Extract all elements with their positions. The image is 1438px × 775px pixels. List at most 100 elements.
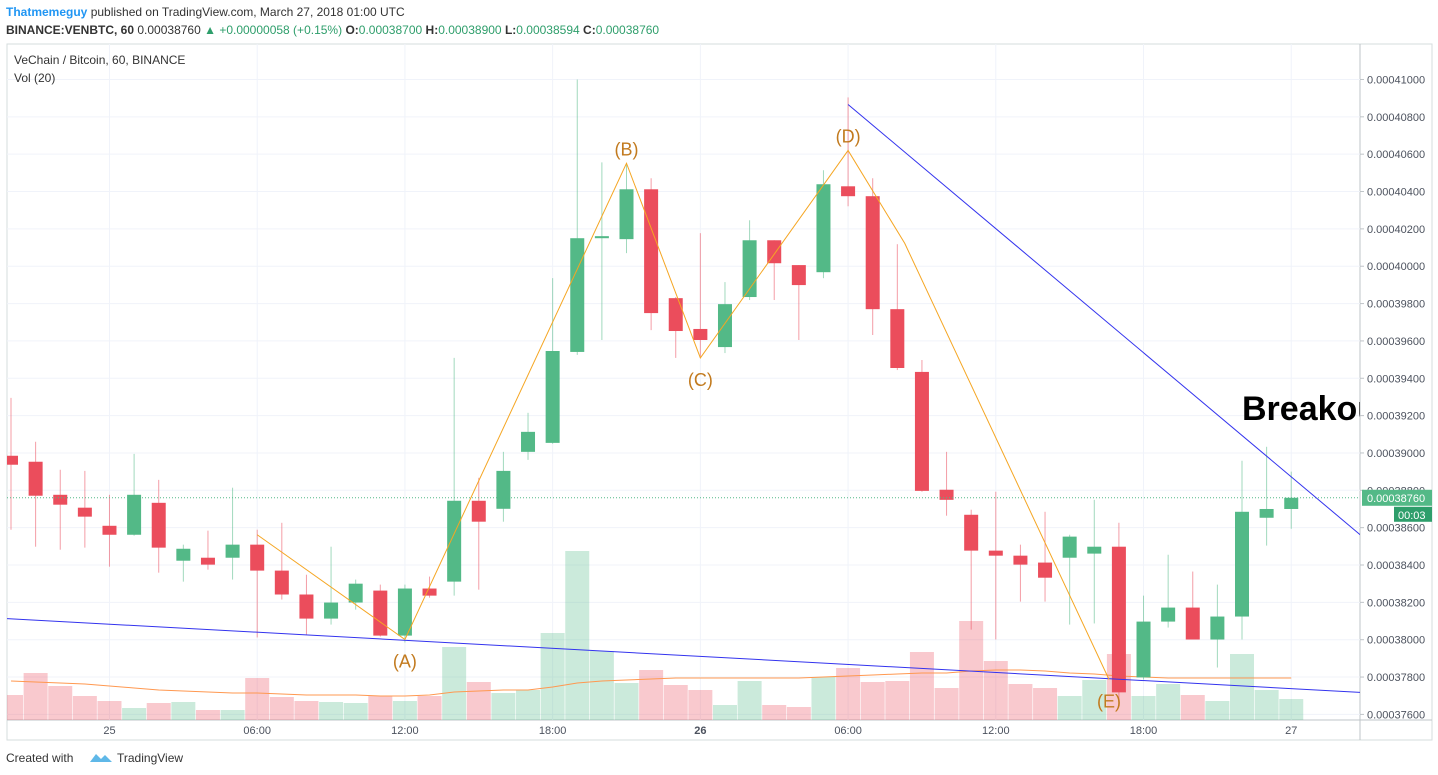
x-tick-label: 12:00 <box>982 725 1010 737</box>
o-label: O: <box>345 23 358 37</box>
candle-body <box>151 502 166 548</box>
candle-body <box>7 455 18 465</box>
volume-bar <box>195 710 220 720</box>
candle-body <box>127 494 142 535</box>
candle-body <box>496 470 511 509</box>
volume-bar <box>97 701 122 720</box>
volume-bar <box>1254 690 1279 720</box>
volume-bar <box>737 681 762 720</box>
candle-body <box>939 489 954 500</box>
x-tick-label: 27 <box>1285 725 1297 737</box>
chart-frame <box>6 43 1433 741</box>
wave-label: (C) <box>688 370 713 390</box>
last-price-label: 0.00038760 <box>1367 493 1425 505</box>
y-tick-label: 0.00037600 <box>1367 709 1425 721</box>
volume-bar <box>589 651 614 720</box>
grid <box>7 44 1360 720</box>
candle-body <box>471 500 486 522</box>
y-tick-label: 0.00038400 <box>1367 560 1425 572</box>
candle-body <box>1210 616 1225 640</box>
y-tick-label: 0.00039800 <box>1367 299 1425 311</box>
candle-body <box>1136 621 1151 678</box>
volume-bar <box>417 696 442 720</box>
x-tick-label: 18:00 <box>539 725 567 737</box>
volume-bar <box>72 696 97 720</box>
candle-body <box>1013 555 1028 565</box>
y-tick-label: 0.00038200 <box>1367 597 1425 609</box>
countdown-label: 00:03 <box>1398 510 1426 522</box>
candle-body <box>521 431 536 452</box>
volume-bar <box>565 551 590 720</box>
volume-bar <box>343 703 368 720</box>
volume-bar <box>786 707 811 720</box>
symbol: BINANCE:VENBTC, 60 <box>6 23 134 37</box>
candle-body <box>717 304 732 348</box>
volume-bar <box>934 688 959 720</box>
volume-bar <box>885 681 910 720</box>
y-tick-label: 0.00040200 <box>1367 224 1425 236</box>
o-value: 0.00038700 <box>359 23 423 37</box>
y-tick-label: 0.00038000 <box>1367 635 1425 647</box>
volume-bar <box>269 697 294 720</box>
volume-bar <box>48 686 73 720</box>
footer-logo <box>90 754 112 762</box>
volume-bar <box>663 685 688 720</box>
volume-bar <box>1230 654 1254 720</box>
c-label: C: <box>583 23 596 37</box>
candle-body <box>1185 607 1200 640</box>
volume-bar <box>23 673 48 720</box>
candle-body <box>988 550 1003 556</box>
volume-bar <box>1131 696 1156 720</box>
last-price-badge <box>1362 489 1432 506</box>
volume-bar <box>491 693 516 720</box>
candle-body <box>791 265 806 286</box>
volume-bar <box>1156 684 1181 720</box>
candle-body <box>28 461 43 496</box>
x-tick-label: 06:00 <box>834 725 862 737</box>
y-tick-label: 0.00039600 <box>1367 336 1425 348</box>
y-tick-label: 0.00041000 <box>1367 74 1425 86</box>
volume-bar <box>909 652 934 720</box>
volume-bar <box>220 710 245 720</box>
l-label: L: <box>505 23 516 37</box>
volume-bar <box>7 695 23 720</box>
candle-body <box>964 514 979 551</box>
candle-body <box>742 240 757 298</box>
footer-brand[interactable]: TradingView <box>117 751 183 765</box>
y-tick-label: 0.00039400 <box>1367 373 1425 385</box>
wave-label: (A) <box>393 652 417 672</box>
wave-label: (D) <box>836 126 861 146</box>
candle-body <box>373 590 388 636</box>
volume-bar <box>319 702 344 720</box>
author[interactable]: Thatmemeguy <box>6 5 88 19</box>
annotation: Breakout <box>1242 390 1389 428</box>
candle-body <box>1161 607 1176 622</box>
candle-body <box>397 588 412 636</box>
volume-bar <box>1033 688 1058 720</box>
y-tick-label: 0.00039200 <box>1367 411 1425 423</box>
countdown-badge <box>1394 506 1432 522</box>
y-tick-label: 0.00038600 <box>1367 523 1425 535</box>
symbol-line: BINANCE:VENBTC, 60 0.00038760 ▲ +0.00000… <box>6 23 659 37</box>
candle-body <box>299 594 314 619</box>
volume-bar <box>122 708 147 720</box>
volume-bar <box>368 696 393 720</box>
volume-bar <box>1057 696 1082 720</box>
volume-bar <box>392 701 417 720</box>
footer-created: Created with <box>6 751 73 765</box>
published: published on TradingView.com, March 27, … <box>91 5 405 19</box>
volume-bar <box>639 670 664 720</box>
candle-body <box>594 236 609 239</box>
volume-bar <box>712 705 737 720</box>
volume-bar <box>1180 695 1205 720</box>
wave-line <box>256 149 1110 680</box>
candle-body <box>668 298 683 332</box>
volume-bar <box>1082 680 1107 720</box>
axes: 0.00037600 0.00037800 0.00038000 0.00038200… <box>103 74 1432 737</box>
candle-body <box>1111 546 1126 693</box>
candle-body <box>693 328 708 340</box>
candle-body <box>53 494 68 505</box>
candle-body <box>644 189 659 314</box>
h-label: H: <box>426 23 439 37</box>
volume-bar <box>762 705 787 720</box>
